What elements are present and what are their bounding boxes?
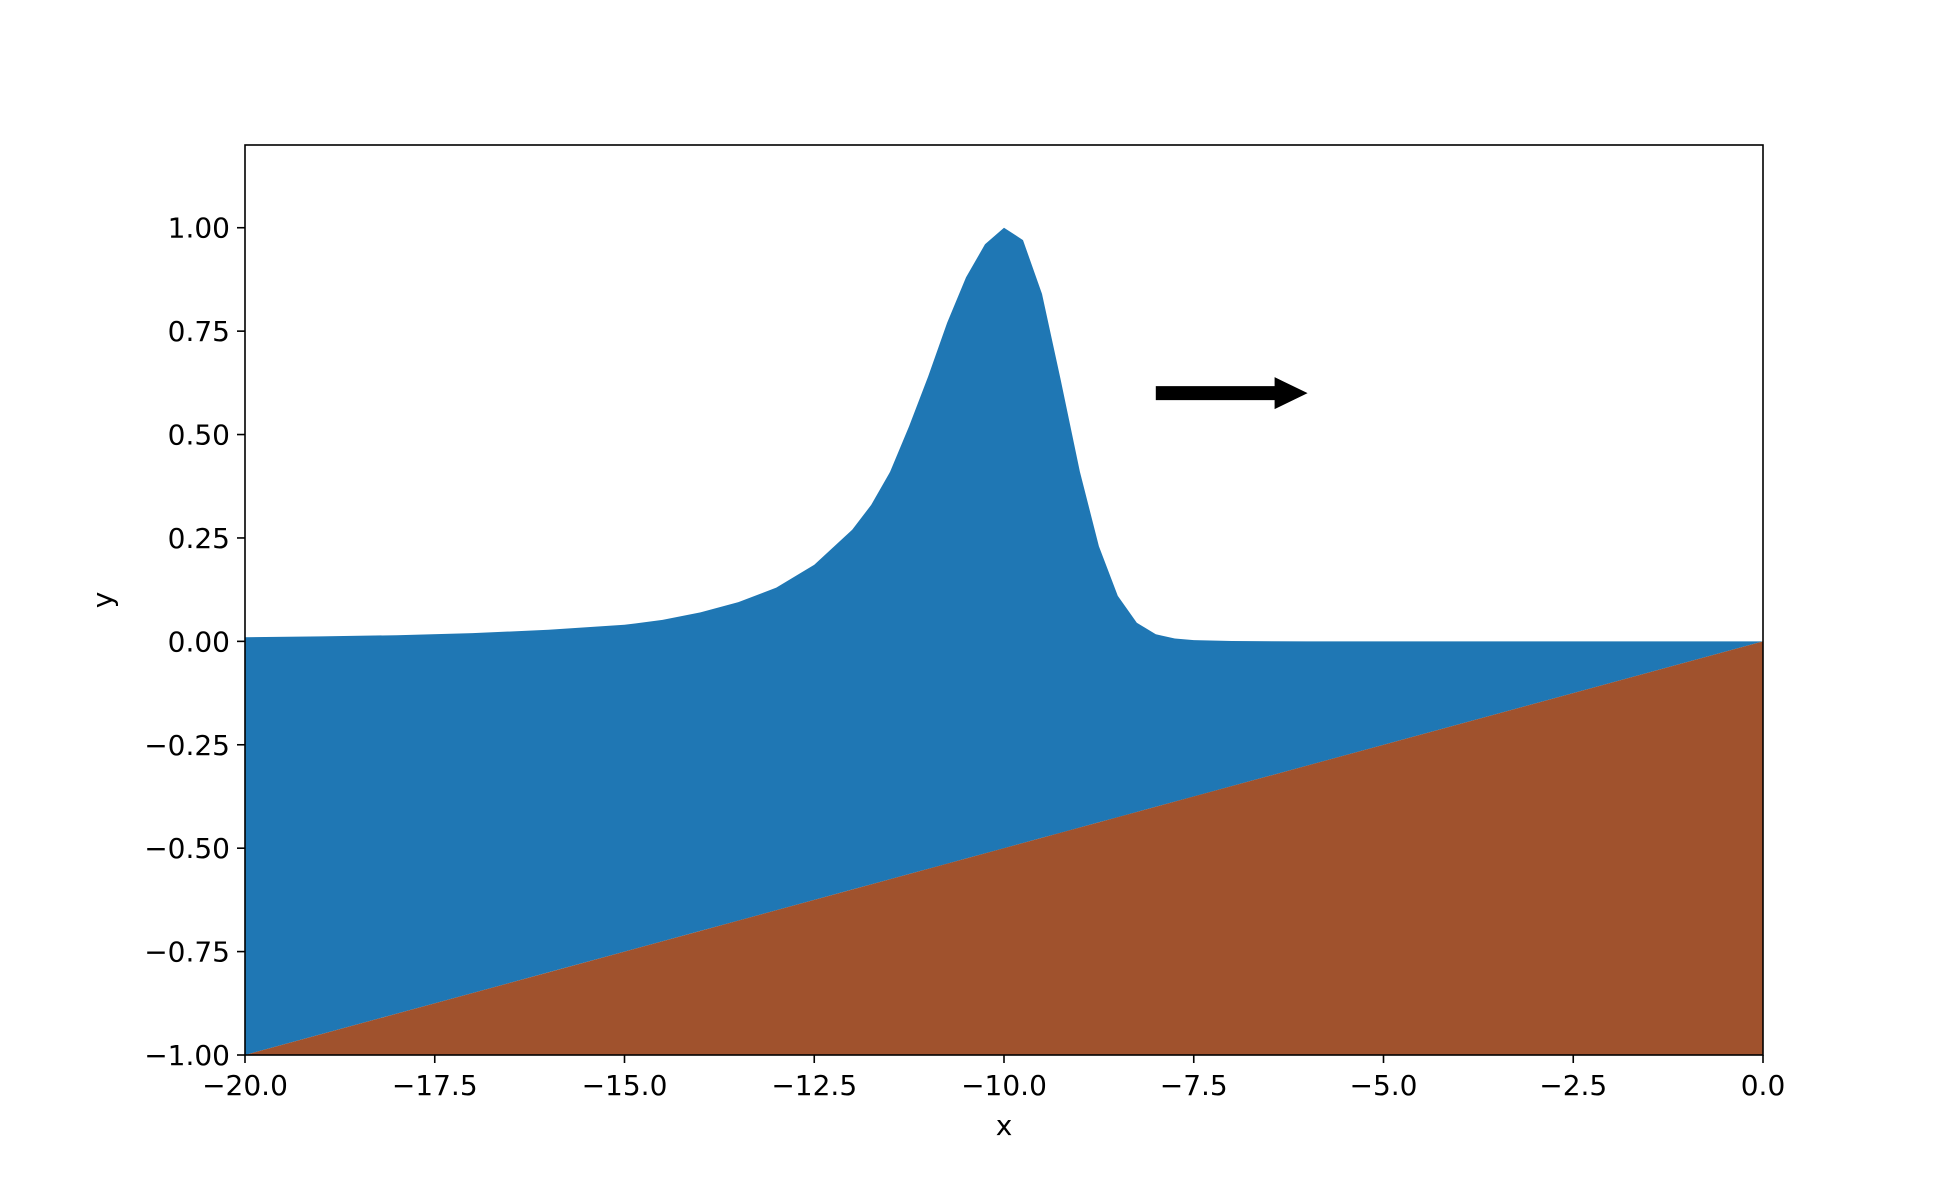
y-tick-label: 1.00 — [168, 212, 230, 245]
y-tick-label: −0.25 — [144, 729, 230, 762]
x-axis-label: x — [996, 1109, 1013, 1142]
plot-area-fills — [245, 227, 1763, 1055]
x-axis-ticks: −20.0 −17.5 −15.0 −12.5 −10.0 −7.5 −5.0 −2.5 0.0 — [202, 1055, 1785, 1102]
y-tick-label: 0.75 — [168, 315, 230, 348]
seabed-fill — [245, 641, 1763, 1055]
x-tick-label: −20.0 — [202, 1069, 288, 1102]
x-tick-label: −10.0 — [961, 1069, 1047, 1102]
x-tick-label: −5.0 — [1350, 1069, 1418, 1102]
plot-annotations — [1155, 377, 1308, 410]
x-tick-label: −12.5 — [771, 1069, 857, 1102]
y-tick-label: 0.25 — [168, 522, 230, 555]
y-tick-label: −0.75 — [144, 936, 230, 969]
y-tick-label: 0.50 — [168, 419, 230, 452]
water-fill — [245, 227, 1763, 1055]
x-tick-label: −15.0 — [582, 1069, 668, 1102]
y-tick-label: −1.00 — [144, 1039, 230, 1072]
direction-arrow — [1155, 377, 1308, 410]
x-tick-label: 0.0 — [1741, 1069, 1786, 1102]
y-tick-label: −0.50 — [144, 832, 230, 865]
y-tick-label: 0.00 — [168, 625, 230, 658]
y-axis-ticks: −1.00 −0.75 −0.50 −0.25 0.00 0.25 0.50 0.75 1.00 — [144, 212, 245, 1072]
x-tick-label: −17.5 — [392, 1069, 478, 1102]
x-tick-label: −7.5 — [1160, 1069, 1228, 1102]
y-axis-label: y — [86, 592, 119, 609]
x-tick-label: −2.5 — [1539, 1069, 1607, 1102]
